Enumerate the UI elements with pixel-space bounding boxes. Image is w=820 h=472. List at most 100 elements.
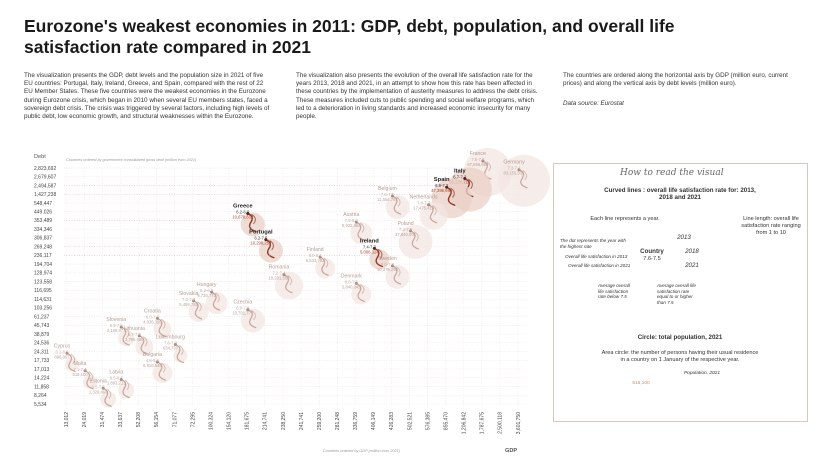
y-tick-label: 11,858 (34, 384, 49, 390)
country-name-denmark: Denmark (341, 273, 362, 279)
life-curve-cyprus (70, 353, 76, 364)
country-population-romania: 19,201,662 (268, 276, 290, 281)
country-life-slovenia: 6.9-7.5 (110, 323, 124, 328)
population-circle-netherlands (419, 201, 448, 230)
country-population-hungary: 9,730,772 (197, 293, 216, 298)
country-life-belgium: 7.6-7.5 (381, 192, 395, 197)
life-dot-poland (409, 229, 413, 233)
y-tick-label: 236,117 (34, 253, 52, 259)
life-curve-hungary (211, 291, 221, 311)
population-circle-poland (398, 224, 433, 259)
x-tick-label: 72,295 (190, 412, 196, 428)
country-name-bulgaria: Bulgaria (143, 352, 162, 358)
life-curve-germany (522, 170, 528, 181)
life-curve-lithuania (142, 336, 148, 347)
country-life-ireland: 7.4-7.3 (363, 244, 377, 249)
population-circle-latvia (118, 382, 135, 399)
population-circle-romania (274, 271, 303, 300)
legend-title: How to read the visual (620, 168, 724, 178)
country-name-latvia: Latvia (109, 370, 123, 376)
country-population-sweden: 10,379,295 (377, 267, 399, 272)
page-title: Eurozone's weakest economies in 2011: GD… (24, 16, 675, 57)
y-tick-label: 334,346 (34, 227, 52, 233)
country-life-bulgaria: 4.8-5.9 (146, 358, 160, 363)
legend-pop-value: 516,100 (632, 381, 650, 386)
legend-dot-label: The dot represents the year with the hig… (560, 238, 626, 249)
country-life-sweden: 8.0-7.8 (381, 262, 395, 267)
life-dot-romania (282, 273, 286, 277)
life-curve-austria (355, 221, 365, 241)
life-dot-italy (463, 176, 467, 180)
country-name-romania: Romania (269, 265, 290, 271)
life-curve-ireland (373, 247, 384, 268)
population-circle-denmark (351, 284, 372, 305)
population-circle-cyprus (65, 357, 79, 372)
y-tick-label: 45,743 (34, 323, 50, 329)
country-name-spain: Spain (434, 177, 450, 183)
x-tick-label: 238,250 (281, 412, 287, 430)
life-dot-ireland (372, 246, 376, 250)
country-population-germany: 83,155,031 (504, 171, 526, 176)
country-name-italy: Italy (454, 168, 466, 174)
data-source: Data source: Eurostat (563, 100, 624, 107)
country-life-croatia: 6.3-7.0 (146, 314, 160, 319)
country-population-lithuania: 2,795,680 (125, 337, 144, 342)
y-tick-label: 449,026 (34, 210, 52, 216)
life-curve-finland (323, 257, 329, 268)
population-circle-lithuania (135, 337, 154, 356)
x-tick-label: 426,283 (389, 412, 395, 430)
country-population-poland: 37,840,001 (395, 232, 417, 237)
population-circle-luxembourg (173, 348, 188, 363)
life-curve-poland (409, 230, 420, 250)
legend-curved-title: Curved lines : overall life satisfaction… (604, 187, 756, 201)
life-dot-france (481, 159, 485, 163)
country-population-cyprus: 896,007 (54, 354, 70, 359)
life-curve-romania (283, 274, 293, 294)
life-dot-croatia (155, 316, 159, 320)
life-curve-croatia (156, 317, 167, 337)
life-dot-latvia (119, 378, 123, 382)
y-tick-label: 269,248 (34, 244, 52, 250)
life-curve-slovakia (192, 300, 203, 320)
population-circle-ireland (369, 249, 390, 270)
life-curve-spain (450, 187, 455, 198)
country-name-czechia: Czechia (233, 300, 252, 306)
x-tick-label: 100,324 (208, 412, 214, 430)
x-tick-label: 13,012 (64, 412, 70, 428)
life-curve-greece (247, 212, 257, 233)
legend-above: Average overall life satisfaction rate e… (657, 283, 696, 305)
country-life-netherlands: 7.8-7.7 (417, 201, 431, 206)
life-dot-germany (517, 168, 521, 172)
country-life-finland: 8.0-8.1 (309, 253, 323, 258)
x-tick-label: 71,077 (172, 412, 178, 428)
life-curve-spain (445, 186, 456, 206)
country-life-romania: 7.2-7.4 (272, 271, 286, 276)
life-curve-greece (251, 213, 256, 224)
life-dot-estonia (101, 386, 105, 390)
y-tick-label: 1,427,238 (34, 192, 56, 198)
life-dot-hungary (210, 290, 214, 294)
life-dot-bulgaria (155, 360, 159, 364)
y-tick-label: 128,974 (34, 271, 52, 277)
x-tick-label: 1,787,675 (480, 412, 486, 434)
legend-pop-label: Population, 2021 (683, 371, 720, 376)
population-circle-portugal (258, 238, 283, 263)
country-life-czechia: 6.9-7.6 (236, 306, 250, 311)
legend-below: Average overall life satisfaction rate b… (598, 283, 630, 300)
legend-line-length: Line length: overall life satisfaction r… (741, 216, 801, 236)
life-dot-sweden (390, 264, 394, 268)
population-circle-austria (350, 222, 373, 245)
life-curve-germany (518, 169, 528, 189)
y-tick-label: 38,879 (34, 332, 50, 338)
x-tick-label: 1,206,842 (462, 412, 468, 434)
country-life-slovakia: 7.0-7.2 (182, 297, 196, 302)
life-dot-malta (83, 369, 87, 373)
x-tick-label: 502,521 (407, 412, 413, 430)
life-curve-cyprus (66, 352, 76, 372)
country-name-ireland: Ireland (360, 238, 379, 244)
life-dot-cyprus (65, 351, 69, 355)
life-dot-denmark (354, 281, 358, 285)
x-tick-label: 336,759 (353, 412, 359, 430)
country-population-spain: 47,398,695 (431, 188, 453, 193)
y-tick-label: 548,447 (34, 201, 52, 207)
